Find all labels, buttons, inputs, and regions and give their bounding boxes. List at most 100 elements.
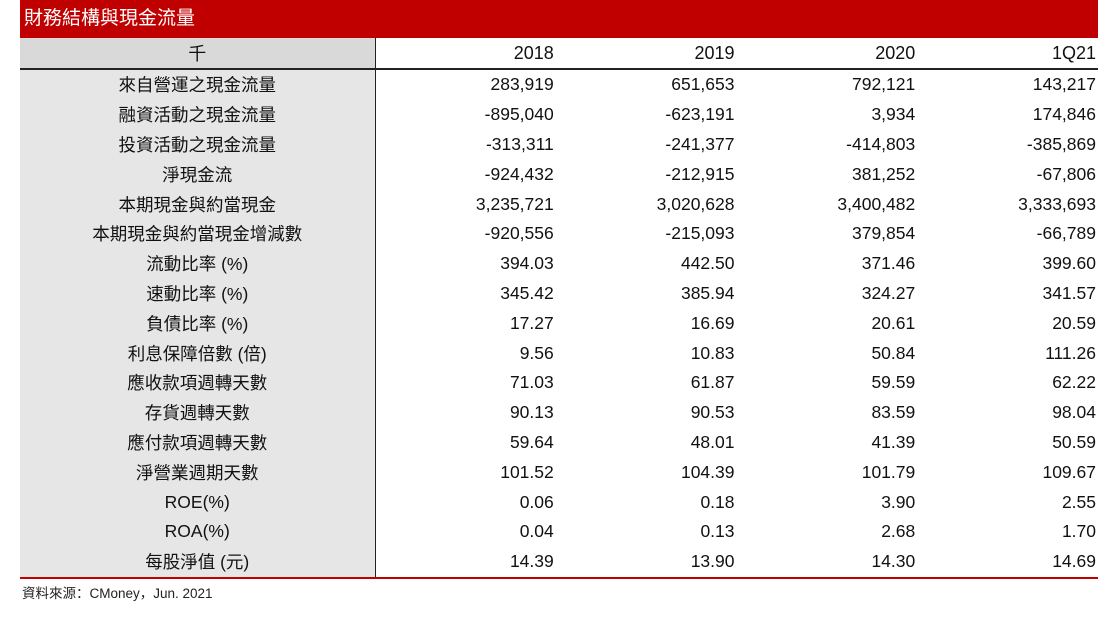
table-cell: -212,915 (665, 163, 735, 184)
table-row: ROA(%) 0.04 0.13 2.68 1.70 (20, 516, 1098, 547)
table-cell: 3.90 (881, 491, 916, 512)
table-body: 來自營運之現金流量 283,919 651,653 792,121 143,217 融資活… (20, 69, 1098, 579)
table-cell: -313,311 (485, 133, 554, 154)
row-label: 流動比率 (%) (20, 248, 376, 279)
table-cell: -66,789 (1036, 223, 1096, 244)
table-cell: 399.60 (1042, 253, 1096, 274)
table-row: 負債比率 (%) 17.27 16.69 20.61 20.59 (20, 308, 1098, 339)
table-row: 本期現金與約當現金 3,235,721 3,020,628 3,400,482 3,33… (20, 189, 1098, 219)
table-cell: 651,653 (671, 74, 735, 95)
row-label: 應收款項週轉天數 (20, 367, 376, 398)
table-cell: 792,121 (851, 74, 916, 95)
row-label: 負債比率 (%) (20, 308, 376, 339)
table-cell: -67,806 (1036, 163, 1096, 184)
table-row: 融資活動之現金流量 -895,040 -623,191 3,934 174,846 (20, 99, 1098, 130)
table-cell: 14.39 (375, 546, 556, 579)
table-cell: 0.04 (519, 521, 554, 542)
table-cell: 3,333,693 (1018, 193, 1096, 214)
table-cell: 3,934 (871, 104, 916, 125)
table-cell: 174,846 (1032, 104, 1096, 125)
table-cell: 442.50 (680, 253, 735, 274)
table-cell: 283,919 (490, 74, 554, 95)
table-row: 利息保障倍數 (倍) 9.56 10.83 50.84 111.26 (20, 338, 1098, 368)
row-label: ROA(%) (20, 516, 376, 547)
table-cell: 62.22 (1052, 372, 1096, 393)
table-cell: 379,854 (851, 223, 916, 244)
table-cell: 50.59 (1052, 431, 1096, 452)
table-title: 財務結構與現金流量 (20, 0, 1098, 38)
table-row: 淨現金流 -924,432 -212,915 381,252 -67,806 (20, 159, 1098, 190)
row-label: 來自營運之現金流量 (20, 69, 376, 100)
table-row: 流動比率 (%) 394.03 442.50 371.46 399.60 (20, 248, 1098, 279)
table-cell: 111.26 (1045, 342, 1096, 363)
row-label: 淨營業週期天數 (20, 457, 376, 488)
row-label: 本期現金與約當現金 (20, 189, 376, 219)
table-cell: 9.56 (519, 342, 554, 363)
table-cell: 14.69 (917, 546, 1098, 579)
table-cell: 59.59 (871, 372, 916, 393)
table-cell: 381,252 (851, 163, 916, 184)
table-cell: -623,191 (665, 104, 735, 125)
table-cell: 14.30 (736, 546, 918, 579)
table-cell: -215,093 (665, 223, 735, 244)
table-cell: 3,020,628 (656, 193, 735, 214)
column-header: 2019 (555, 38, 737, 70)
table-cell: -385,869 (1026, 133, 1096, 154)
row-label: 每股淨值 (元) (20, 546, 376, 579)
row-label: 應付款項週轉天數 (20, 427, 376, 458)
table-cell: 371.46 (861, 253, 916, 274)
table-cell: 41.39 (871, 431, 916, 452)
row-label: 存貨週轉天數 (20, 397, 376, 428)
table-cell: 16.69 (690, 312, 735, 333)
table-cell: 3,235,721 (475, 193, 554, 214)
financial-table: 千 2018 2019 2020 1Q21 來自營運之現金流量 283,919 65… (20, 38, 1098, 579)
table-cell: 109.67 (1042, 461, 1096, 482)
table-row: 存貨週轉天數 90.13 90.53 83.59 98.04 (20, 397, 1098, 428)
row-label: ROE(%) (20, 487, 376, 517)
column-header: 2020 (736, 38, 918, 70)
table-cell: 3,400,482 (837, 193, 916, 214)
table-cell: 83.59 (871, 402, 916, 423)
row-label: 利息保障倍數 (倍) (20, 338, 376, 368)
header-unit-label: 千 (20, 38, 376, 70)
row-label: 投資活動之現金流量 (20, 129, 376, 160)
table-row: 應付款項週轉天數 59.64 48.01 41.39 50.59 (20, 427, 1098, 458)
table-row: 投資活動之現金流量 -313,311 -241,377 -414,803 -385,86… (20, 129, 1098, 160)
table-cell: 0.06 (519, 491, 554, 512)
table-cell: -924,432 (484, 163, 554, 184)
table-cell: 98.04 (1052, 402, 1096, 423)
table-row: 本期現金與約當現金增減數 -920,556 -215,093 379,854 -66,7… (20, 218, 1098, 249)
table-cell: 394.03 (500, 253, 554, 274)
table-cell: 1.70 (1061, 521, 1096, 542)
table-cell: 90.13 (509, 402, 554, 423)
table-row: ROE(%) 0.06 0.18 3.90 2.55 (20, 487, 1098, 517)
financial-table-panel: 財務結構與現金流量 千 2018 2019 2020 1Q21 來自營運之現金流… (20, 0, 1098, 579)
table-cell: -920,556 (484, 223, 554, 244)
row-label: 淨現金流 (20, 159, 376, 190)
table-cell: 341.57 (1042, 282, 1096, 303)
column-header: 2018 (375, 38, 556, 70)
table-row: 每股淨值 (元) 14.39 13.90 14.30 14.69 (20, 546, 1098, 579)
table-cell: 0.18 (700, 491, 735, 512)
source-note: 資料來源：CMoney，Jun. 2021 (22, 586, 213, 601)
table-row: 淨營業週期天數 101.52 104.39 101.79 109.67 (20, 457, 1098, 488)
column-header: 1Q21 (917, 38, 1098, 70)
table-cell: 13.90 (555, 546, 737, 579)
table-cell: 101.52 (500, 461, 554, 482)
table-cell: 90.53 (690, 402, 735, 423)
table-cell: -414,803 (846, 133, 916, 154)
table-cell: 324.27 (861, 282, 916, 303)
table-cell: 48.01 (690, 431, 735, 452)
table-cell: 2.55 (1061, 491, 1096, 512)
table-cell: 50.84 (871, 342, 916, 363)
table-row: 應收款項週轉天數 71.03 61.87 59.59 62.22 (20, 367, 1098, 398)
table-cell: 104.39 (680, 461, 735, 482)
table-row: 速動比率 (%) 345.42 385.94 324.27 341.57 (20, 278, 1098, 309)
table-cell: 20.61 (871, 312, 916, 333)
table-cell: 345.42 (500, 282, 554, 303)
row-label: 本期現金與約當現金增減數 (20, 218, 376, 249)
table-cell: 17.27 (509, 312, 554, 333)
table-cell: -895,040 (484, 104, 554, 125)
table-cell: -241,377 (665, 133, 735, 154)
row-label: 融資活動之現金流量 (20, 99, 376, 130)
